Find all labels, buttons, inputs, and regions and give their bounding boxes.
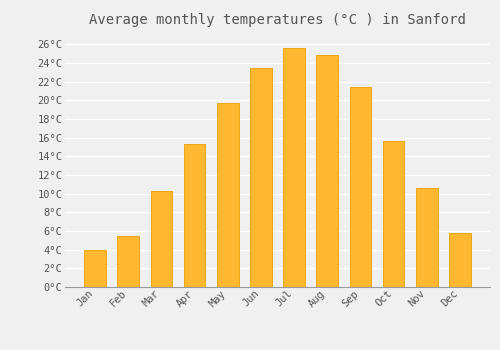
Bar [449, 233, 470, 287]
Bar [383, 141, 404, 287]
Bar [284, 48, 305, 287]
Bar [184, 144, 206, 287]
Bar [217, 103, 238, 287]
Bar [316, 55, 338, 287]
Bar [416, 188, 438, 287]
Bar [350, 87, 371, 287]
Title: Average monthly temperatures (°C ) in Sanford: Average monthly temperatures (°C ) in Sa… [89, 13, 466, 27]
Bar [84, 250, 106, 287]
Bar [250, 68, 272, 287]
Bar [118, 236, 139, 287]
Bar [150, 191, 172, 287]
